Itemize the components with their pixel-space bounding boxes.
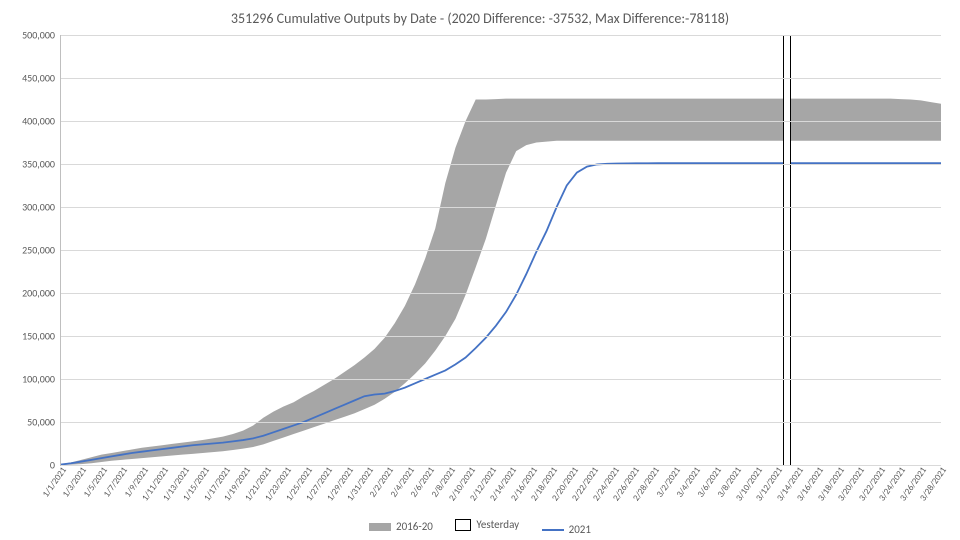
y-tick-label: 200,000 (22, 287, 61, 300)
y-tick-label: 250,000 (22, 244, 61, 257)
y-tick-label: 400,000 (22, 115, 61, 128)
plot-area: 050,000100,000150,000200,000250,000300,0… (60, 35, 941, 466)
legend-item-marker: Yesterday (455, 518, 519, 531)
gridline (61, 207, 941, 208)
gridline (61, 35, 941, 36)
legend-swatch-marker (455, 519, 471, 531)
x-axis-labels: 1/1/20211/3/20211/5/20211/7/20211/9/2021… (60, 465, 940, 520)
y-tick-label: 350,000 (22, 158, 61, 171)
gridline (61, 250, 941, 251)
gridline (61, 336, 941, 337)
legend-label-marker: Yesterday (476, 518, 519, 531)
legend-item-band: 2016-20 (369, 520, 433, 533)
y-tick-label: 300,000 (22, 201, 61, 214)
y-tick-label: 150,000 (22, 330, 61, 343)
gridline (61, 293, 941, 294)
range-band-2016-20 (61, 99, 941, 465)
chart-container: 351296 Cumulative Outputs by Date - (202… (0, 0, 960, 540)
y-tick-label: 50,000 (27, 416, 61, 429)
legend-label-line: 2021 (569, 523, 591, 536)
legend-item-line: 2021 (542, 523, 591, 536)
gridline (61, 121, 941, 122)
legend-swatch-line (542, 529, 564, 531)
legend: 2016-20 Yesterday 2021 (0, 518, 960, 536)
gridline (61, 379, 941, 380)
gridline (61, 78, 941, 79)
y-tick-label: 450,000 (22, 72, 61, 85)
gridline (61, 164, 941, 165)
chart-title: 351296 Cumulative Outputs by Date - (202… (0, 10, 960, 27)
y-tick-label: 500,000 (22, 29, 61, 42)
y-tick-label: 100,000 (22, 373, 61, 386)
gridline (61, 422, 941, 423)
legend-label-band: 2016-20 (396, 520, 433, 533)
line-2021 (61, 163, 941, 464)
legend-swatch-band (369, 523, 391, 531)
